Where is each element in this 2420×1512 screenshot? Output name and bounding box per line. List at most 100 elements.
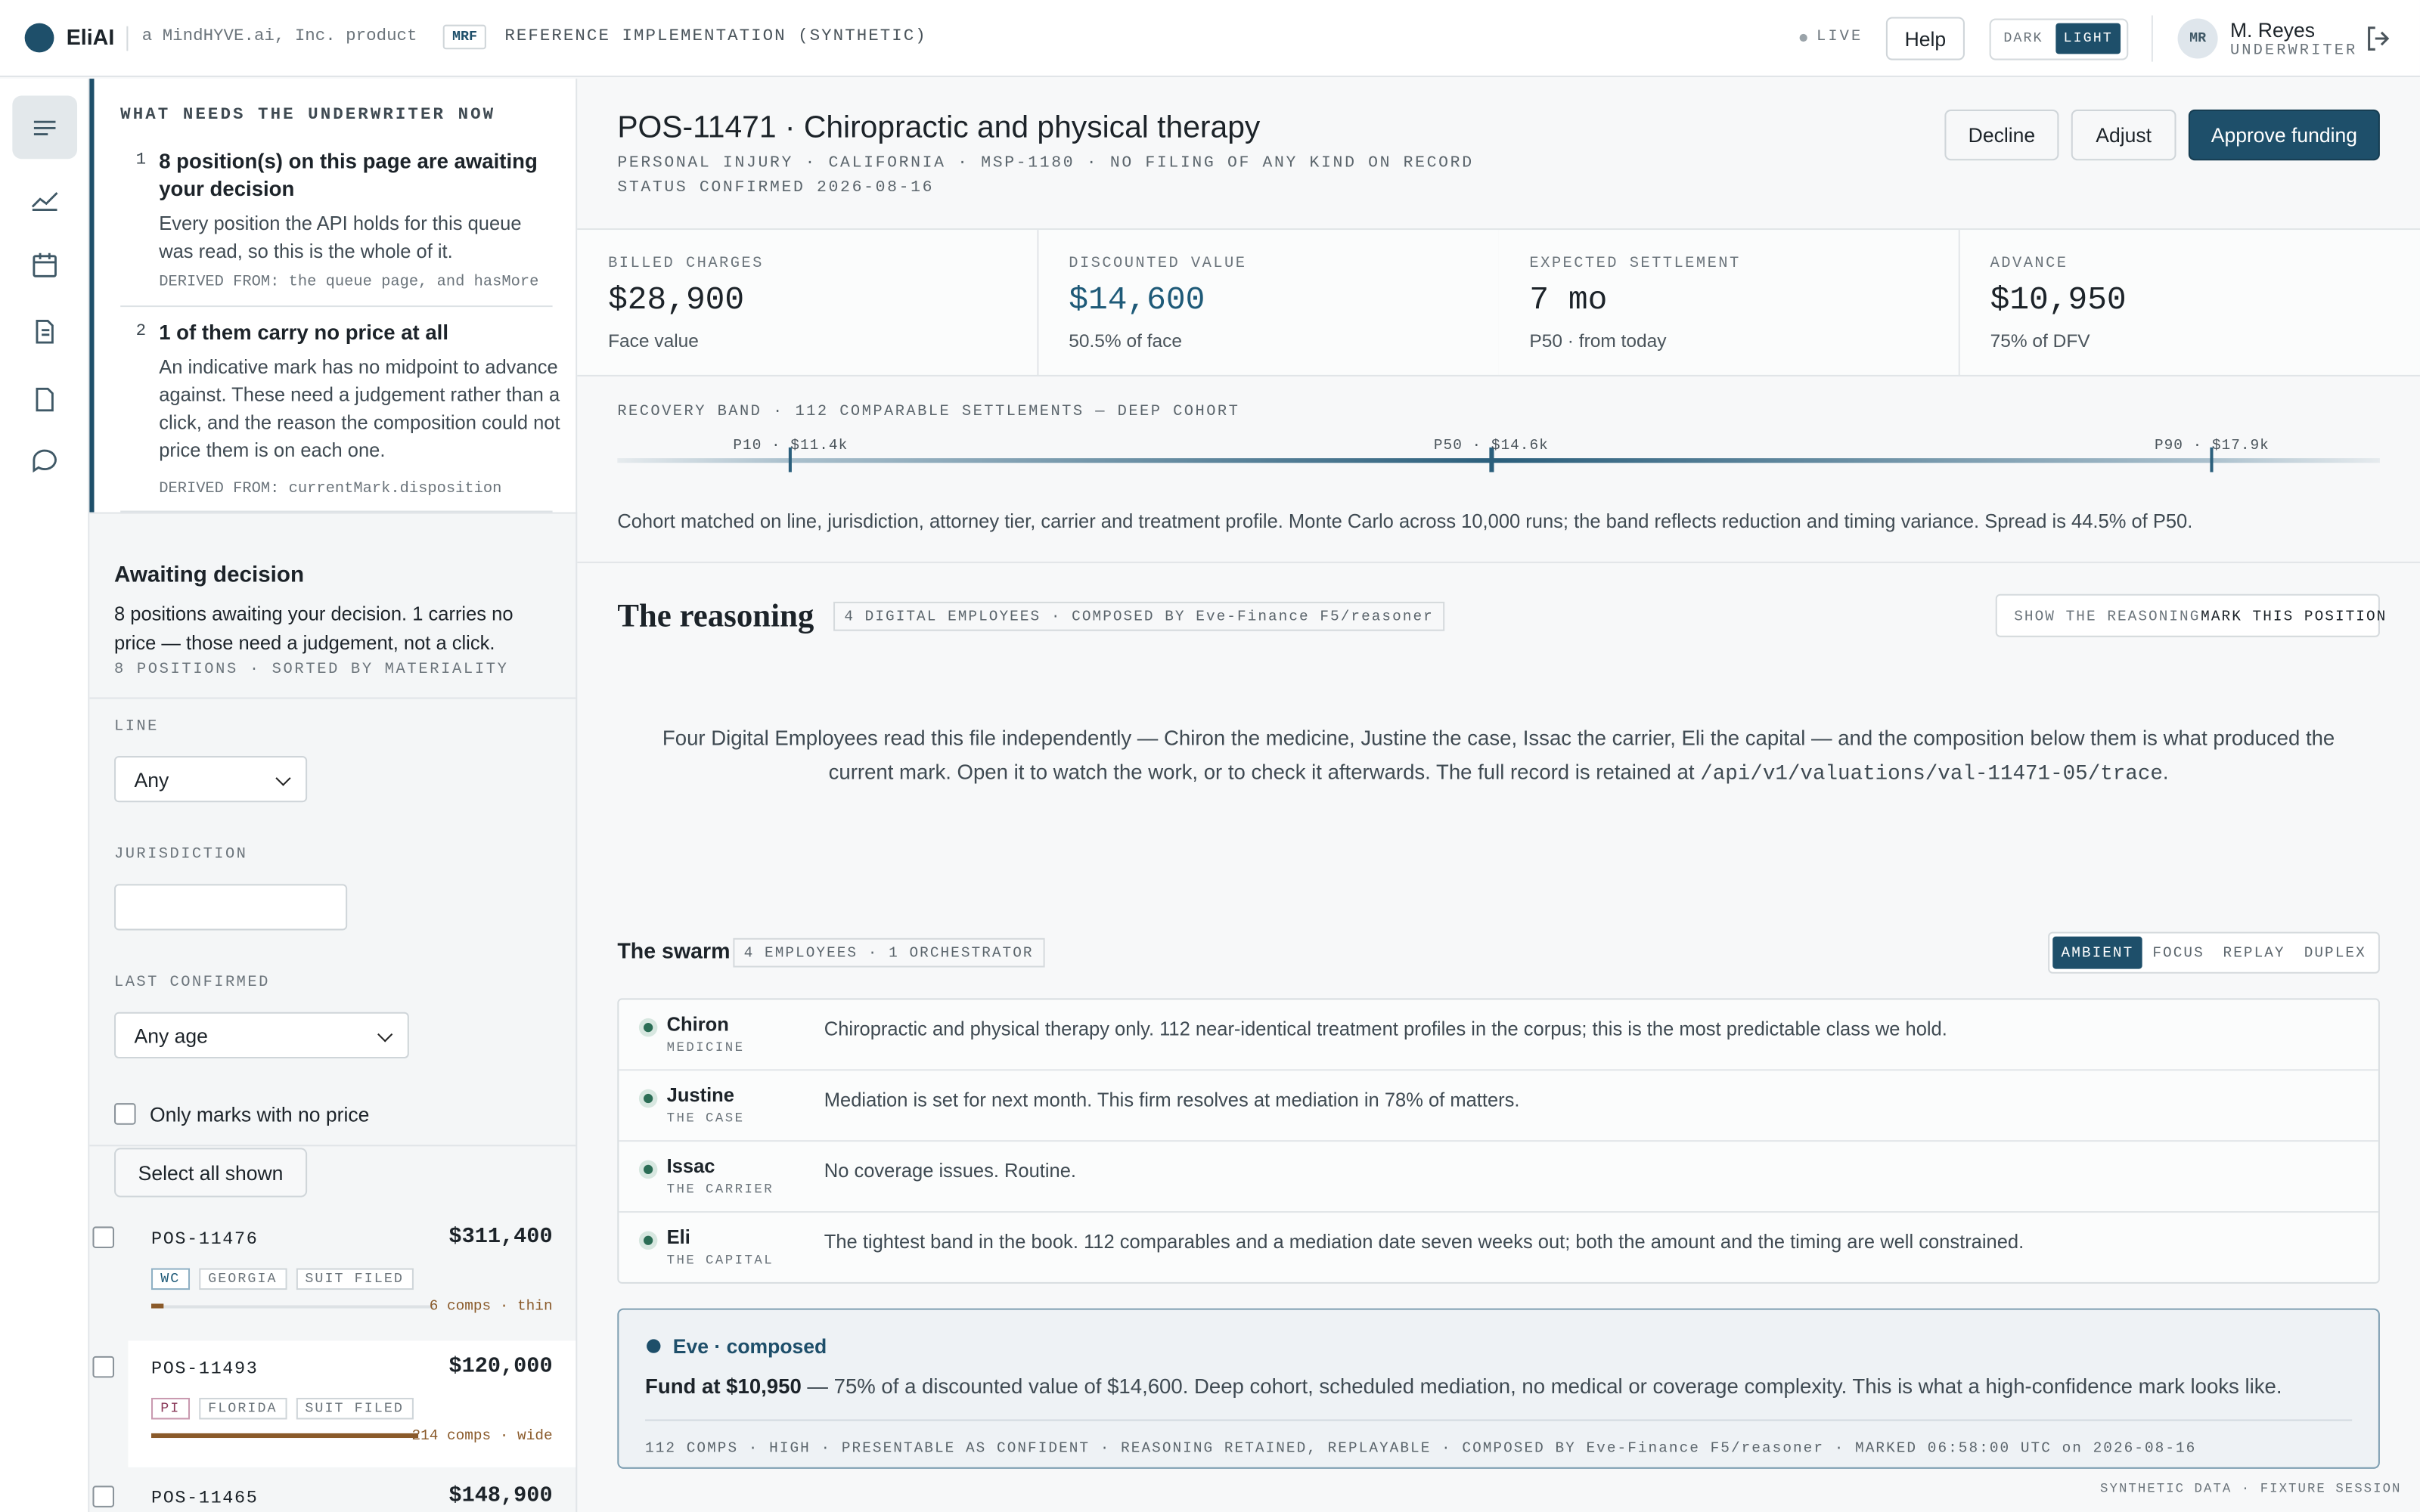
comps-label: 214 comps · wide bbox=[411, 1427, 553, 1445]
employee-name: Eli bbox=[666, 1226, 690, 1249]
queue-summary: 8 positions awaiting your decision. 1 ca… bbox=[114, 603, 513, 655]
employee-finding: Chiropractic and physical therapy only. … bbox=[824, 1018, 1947, 1040]
item-heading: 8 position(s) on this page are awaiting … bbox=[159, 149, 538, 201]
user-name: M. Reyes bbox=[2229, 18, 2316, 42]
select-caret bbox=[275, 770, 291, 786]
metric-label: ADVANCE bbox=[1990, 256, 2068, 274]
tagline: a MindHYVE.ai, Inc. product bbox=[141, 27, 417, 47]
metric-value: $14,600 bbox=[1069, 284, 1205, 320]
checkbox[interactable] bbox=[114, 1103, 136, 1125]
band-marker bbox=[788, 447, 792, 472]
age-select[interactable]: Any age bbox=[114, 1012, 409, 1058]
line-select[interactable]: Any bbox=[114, 755, 308, 803]
item-number: 2 bbox=[135, 322, 147, 342]
composed-rest: — 75% of a discounted value of $14,600. … bbox=[801, 1374, 2282, 1398]
briefing-panel: WHAT NEEDS THE UNDERWRITER NOW 1 8 positio… bbox=[89, 79, 578, 513]
help-button[interactable]: Help bbox=[1885, 17, 1965, 60]
employee-finding: No coverage issues. Routine. bbox=[824, 1160, 1077, 1182]
composed-text: Fund at $10,950 — 75% of a discounted va… bbox=[645, 1374, 2282, 1398]
comps-fill bbox=[150, 1303, 164, 1309]
metric-label: EXPECTED SETTLEMENT bbox=[1529, 256, 1741, 274]
mode-label: REFERENCE IMPLEMENTATION (SYNTHETIC) bbox=[504, 27, 927, 47]
user-role: UNDERWRITER bbox=[2229, 43, 2358, 60]
queue-panel: Awaiting decision 8 positions awaiting yo… bbox=[89, 512, 578, 1512]
session-footer: SYNTHETIC DATA · FIXTURE SESSION bbox=[2100, 1481, 2402, 1497]
rule bbox=[645, 1419, 2353, 1421]
divider bbox=[126, 26, 129, 51]
composed-lead: Fund at $10,950 bbox=[645, 1374, 802, 1398]
position-id[interactable]: POS-11476 bbox=[150, 1229, 259, 1250]
tag: SUIT FILED bbox=[296, 1397, 414, 1420]
theme-light[interactable]: LIGHT bbox=[2055, 23, 2121, 54]
queue-title: Awaiting decision bbox=[114, 562, 305, 588]
item-body: Every position the API holds for this qu… bbox=[159, 212, 522, 262]
swarm-badge: 4 EMPLOYEES · 1 ORCHESTRATOR bbox=[733, 937, 1044, 968]
filter-label: JURISDICTION bbox=[114, 847, 248, 864]
decline-button[interactable]: Decline bbox=[1944, 109, 2059, 161]
show-reasoning-toggle[interactable]: SHOW THE REASONING bbox=[2014, 608, 2201, 625]
nav-rail bbox=[0, 79, 90, 1512]
mode-tab[interactable]: AMBIENT bbox=[2052, 936, 2142, 969]
employee-finding: Mediation is set for next month. This fi… bbox=[824, 1089, 1520, 1111]
mode-tab[interactable]: FOCUS bbox=[2152, 943, 2204, 962]
item-number: 1 bbox=[135, 150, 147, 170]
adjust-button[interactable]: Adjust bbox=[2071, 109, 2176, 161]
position-id[interactable]: POS-11493 bbox=[150, 1359, 259, 1380]
metric-note: 75% of DFV bbox=[1990, 330, 2090, 352]
employee-role: MEDICINE bbox=[666, 1040, 745, 1055]
rule bbox=[577, 561, 2420, 563]
row-checkbox[interactable] bbox=[92, 1486, 115, 1507]
tag-row: PI FLORIDA SUIT FILED bbox=[150, 1393, 422, 1420]
comps-fill bbox=[150, 1433, 419, 1439]
avatar bbox=[2177, 18, 2218, 59]
position-title: POS-11471 · Chiropractic and physical th… bbox=[617, 110, 1261, 145]
filter-label: LAST CONFIRMED bbox=[114, 974, 270, 993]
status-dot bbox=[644, 1093, 653, 1104]
rule bbox=[89, 1145, 576, 1147]
nav-icons[interactable] bbox=[29, 114, 60, 485]
select-caret bbox=[377, 1027, 393, 1043]
comps-track bbox=[150, 1305, 434, 1309]
metric-label: DISCOUNTED VALUE bbox=[1069, 256, 1247, 274]
rule bbox=[619, 1140, 2378, 1142]
position-detail: POS-11471 · Chiropractic and physical th… bbox=[577, 79, 2420, 1512]
trace-path: /api/v1/valuations/val-11471-05/trace bbox=[1700, 764, 2163, 787]
status-dot bbox=[644, 1164, 653, 1175]
position-amount: $120,000 bbox=[448, 1354, 553, 1380]
logo bbox=[24, 23, 54, 53]
position-id[interactable]: POS-11465 bbox=[150, 1489, 259, 1509]
theme-dark[interactable]: DARK bbox=[2003, 30, 2043, 47]
item-heading: 1 of them carry no price at all bbox=[159, 321, 449, 345]
jurisdiction-input[interactable] bbox=[114, 884, 348, 931]
row-checkbox[interactable] bbox=[92, 1356, 115, 1378]
reasoning-badge: 4 DIGITAL EMPLOYEES · COMPOSED BY Eve-Fi… bbox=[833, 601, 1445, 631]
employee-name: Chiron bbox=[666, 1013, 729, 1036]
band-marker bbox=[2210, 447, 2214, 472]
select-all-button[interactable]: Select all shown bbox=[114, 1148, 308, 1198]
metric-card bbox=[1498, 230, 1960, 376]
tag: SUIT FILED bbox=[296, 1268, 414, 1290]
item-rule bbox=[120, 305, 553, 308]
live-dot bbox=[1799, 33, 1807, 42]
approve-button[interactable]: Approve funding bbox=[2188, 109, 2380, 161]
tag-row: WC GEORGIA SUIT FILED bbox=[150, 1263, 422, 1290]
mode-tab[interactable]: REPLAY bbox=[2223, 943, 2285, 962]
mode-tab[interactable]: DUPLEX bbox=[2304, 943, 2366, 962]
mark-position-toggle[interactable]: MARK THIS POSITION bbox=[2201, 608, 2387, 625]
checkbox-label: Only marks with no price bbox=[149, 1103, 370, 1126]
employee-name: Issac bbox=[666, 1155, 715, 1178]
employee-role: THE CARRIER bbox=[666, 1182, 774, 1198]
rule bbox=[619, 1211, 2378, 1213]
logout-icon[interactable] bbox=[2365, 25, 2393, 53]
item-body: An indicative mark has no midpoint to ad… bbox=[159, 356, 560, 462]
swarm-title: The swarm bbox=[617, 937, 731, 963]
tag: GEORGIA bbox=[198, 1268, 287, 1290]
mode-badge: MRF bbox=[442, 24, 487, 50]
row-checkbox[interactable] bbox=[92, 1226, 115, 1249]
employee-name: Justine bbox=[666, 1084, 734, 1107]
composed-box bbox=[617, 1308, 2380, 1469]
metric-note: P50 · from today bbox=[1529, 330, 1667, 352]
reasoning-title: The reasoning bbox=[617, 596, 814, 634]
